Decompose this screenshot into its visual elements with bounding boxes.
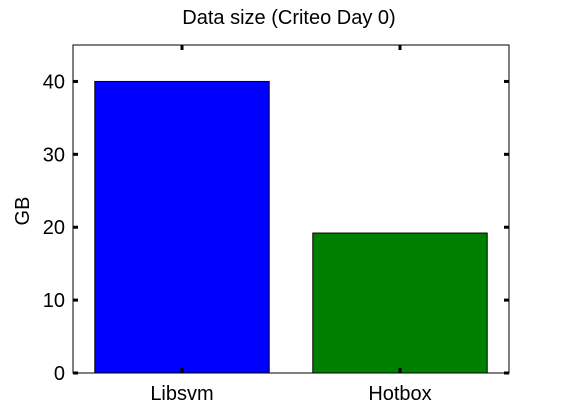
y-axis-label: GB: [12, 197, 34, 226]
chart-title: Data size (Criteo Day 0): [182, 7, 395, 29]
y-tick-label: 40: [43, 71, 65, 93]
x-tick-label: Hotbox: [368, 383, 431, 405]
tick-labels-layer: Libsvm Hotbox 0 10 20 30 40: [43, 71, 432, 405]
y-tick-label: 30: [43, 144, 65, 166]
bar-libsvm: [94, 80, 270, 374]
y-tick-label: 10: [43, 290, 65, 312]
plot-frame: [72, 44, 510, 374]
x-tick-label: Libsvm: [150, 383, 213, 405]
y-tick-label: 0: [54, 363, 65, 385]
y-tick-label: 20: [43, 217, 65, 239]
bars-layer: [94, 80, 488, 374]
plot-border: [72, 44, 510, 374]
bar-hotbox: [312, 232, 488, 374]
